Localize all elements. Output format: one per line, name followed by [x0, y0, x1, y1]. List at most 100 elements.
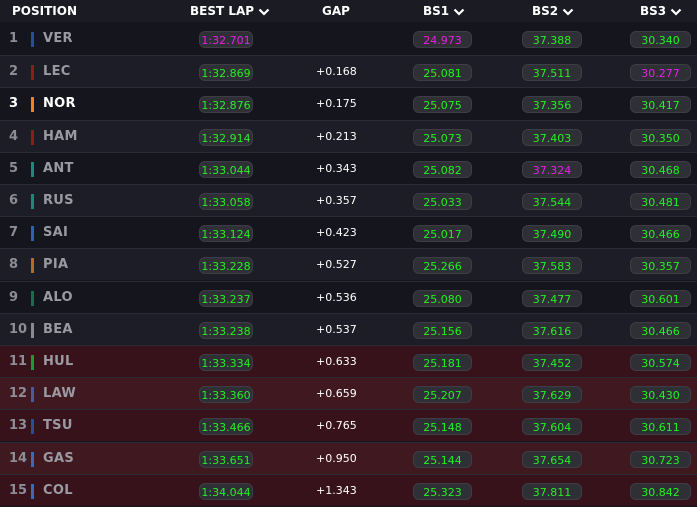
driver-code: COL — [43, 482, 73, 498]
gap-to-leader: +1.343 — [316, 483, 357, 497]
best-sector-1: 25.266 — [413, 257, 472, 275]
team-color-bar — [31, 451, 34, 467]
best-sector-1: 25.017 — [413, 225, 472, 243]
team-color-bar — [31, 65, 34, 81]
table-row[interactable]: 4 HAM 1:32.914 +0.213 25.073 37.403 30.350 — [0, 119, 697, 152]
driver-code: ANT — [43, 160, 74, 176]
best-sector-2: 37.629 — [522, 386, 582, 404]
best-sector-2: 37.490 — [522, 225, 582, 243]
driver-code: TSU — [43, 418, 73, 434]
best-sector-3: 30.277 — [630, 64, 691, 82]
column-header-bs3[interactable]: BS3 — [640, 0, 682, 22]
best-lap-time: 1:32.701 — [199, 31, 253, 48]
driver-code: RUS — [43, 193, 74, 208]
column-header-position[interactable]: POSITION — [12, 0, 77, 22]
table-row[interactable]: 5 ANT 1:33.044 +0.343 25.082 37.324 30.468 — [0, 151, 697, 184]
best-sector-1: 25.207 — [413, 386, 472, 404]
best-sector-3: 30.723 — [630, 450, 691, 468]
best-lap-time: 1:32.914 — [199, 128, 253, 146]
driver-code: HAM — [43, 128, 78, 144]
driver-code: BEA — [43, 321, 73, 337]
table-row[interactable]: 6 RUS 1:33.058 +0.357 25.033 37.544 30.481 — [0, 184, 697, 216]
position-number: 4 — [9, 128, 19, 144]
best-lap-time: 1:33.466 — [199, 418, 253, 436]
best-lap-time: 1:33.360 — [199, 386, 253, 404]
position-number: 8 — [9, 257, 19, 273]
table-row[interactable]: 7 SAI 1:33.124 +0.423 25.017 37.490 30.466 — [0, 216, 697, 249]
best-lap-time: 1:34.044 — [199, 482, 253, 500]
best-sector-2: 37.544 — [522, 193, 582, 210]
best-sector-3: 30.481 — [630, 193, 691, 210]
column-header-bs3-label: BS3 — [640, 4, 667, 18]
table-row[interactable]: 2 LEC 1:32.869 +0.168 25.081 37.511 30.277 — [0, 55, 697, 88]
best-sector-3: 30.357 — [630, 257, 691, 275]
team-color-bar — [31, 97, 34, 113]
column-header-best-lap[interactable]: BEST LAP — [190, 0, 270, 22]
gap-to-leader: +0.765 — [316, 419, 357, 433]
table-header: POSITION BEST LAP GAP BS1 BS2 BS3 — [0, 0, 697, 22]
chevron-down-icon — [670, 8, 682, 16]
best-lap-time: 1:33.124 — [199, 225, 253, 243]
driver-code: LAW — [43, 386, 77, 402]
position-number: 10 — [9, 321, 28, 337]
column-header-bs1[interactable]: BS1 — [423, 0, 465, 22]
position-number: 11 — [9, 354, 28, 369]
best-sector-2: 37.511 — [522, 64, 582, 82]
table-row[interactable]: 13 TSU 1:33.466 +0.765 25.148 37.604 30.611 — [0, 409, 697, 442]
chevron-down-icon — [562, 8, 574, 16]
best-sector-1: 24.973 — [413, 31, 472, 48]
best-lap-time: 1:33.334 — [199, 354, 253, 371]
table-row[interactable]: 14 GAS 1:33.651 +0.950 25.144 37.654 30.723 — [0, 441, 697, 474]
best-sector-1: 25.144 — [413, 450, 472, 468]
gap-to-leader: +0.536 — [316, 290, 357, 304]
best-sector-1: 25.148 — [413, 418, 472, 436]
best-lap-time: 1:33.228 — [199, 257, 253, 275]
best-sector-3: 30.466 — [630, 321, 691, 339]
table-row[interactable]: 11 HUL 1:33.334 +0.633 25.181 37.452 30.574 — [0, 345, 697, 377]
best-sector-1: 25.080 — [413, 289, 472, 307]
best-sector-3: 30.601 — [630, 289, 691, 307]
best-lap-time: 1:33.237 — [199, 289, 253, 307]
team-color-bar — [31, 419, 34, 435]
best-lap-time: 1:32.876 — [199, 96, 253, 114]
team-color-bar — [31, 32, 34, 47]
chevron-down-icon — [453, 8, 465, 16]
team-color-bar — [31, 161, 34, 177]
column-header-bs2[interactable]: BS2 — [532, 0, 574, 22]
team-color-bar — [31, 194, 34, 209]
team-color-bar — [31, 322, 34, 338]
gap-to-leader: +0.950 — [316, 451, 357, 465]
table-row[interactable]: 8 PIA 1:33.228 +0.527 25.266 37.583 30.357 — [0, 248, 697, 281]
position-number: 2 — [9, 64, 19, 80]
best-sector-2: 37.452 — [522, 354, 582, 371]
gap-to-leader: +0.633 — [316, 355, 357, 368]
position-number: 9 — [9, 289, 19, 305]
table-row[interactable]: 12 LAW 1:33.360 +0.659 25.207 37.629 30.430 — [0, 377, 697, 410]
position-number: 15 — [9, 482, 28, 498]
column-header-gap[interactable]: GAP — [322, 0, 350, 22]
team-color-bar — [31, 258, 34, 274]
table-row[interactable]: 15 COL 1:34.044 +1.343 25.323 37.811 30.842 — [0, 473, 697, 506]
best-lap-time: 1:33.651 — [199, 450, 253, 468]
team-color-bar — [31, 355, 34, 370]
best-sector-1: 25.181 — [413, 354, 472, 371]
column-header-bs2-label: BS2 — [532, 4, 559, 18]
gap-to-leader: +0.659 — [316, 387, 357, 401]
column-header-best-lap-label: BEST LAP — [190, 4, 255, 18]
best-lap-time: 1:33.044 — [199, 160, 253, 178]
position-number: 13 — [9, 418, 28, 434]
best-sector-1: 25.073 — [413, 128, 472, 146]
table-row[interactable]: 9 ALO 1:33.237 +0.536 25.080 37.477 30.601 — [0, 280, 697, 313]
table-row[interactable]: 10 BEA 1:33.238 +0.537 25.156 37.616 30.466 — [0, 312, 697, 345]
best-sector-1: 25.156 — [413, 321, 472, 339]
gap-to-leader: +0.213 — [316, 129, 357, 143]
table-row[interactable]: 3 NOR 1:32.876 +0.175 25.075 37.356 30.417 — [0, 87, 697, 120]
gap-to-leader: +0.175 — [316, 97, 357, 111]
table-row[interactable]: 1 VER 1:32.701 24.973 37.388 30.340 — [0, 23, 697, 55]
position-number: 7 — [9, 225, 19, 241]
best-sector-1: 25.082 — [413, 160, 472, 178]
column-header-bs1-label: BS1 — [423, 4, 450, 18]
position-number: 12 — [9, 386, 28, 402]
best-sector-2: 37.583 — [522, 257, 582, 275]
best-sector-2: 37.477 — [522, 289, 582, 307]
